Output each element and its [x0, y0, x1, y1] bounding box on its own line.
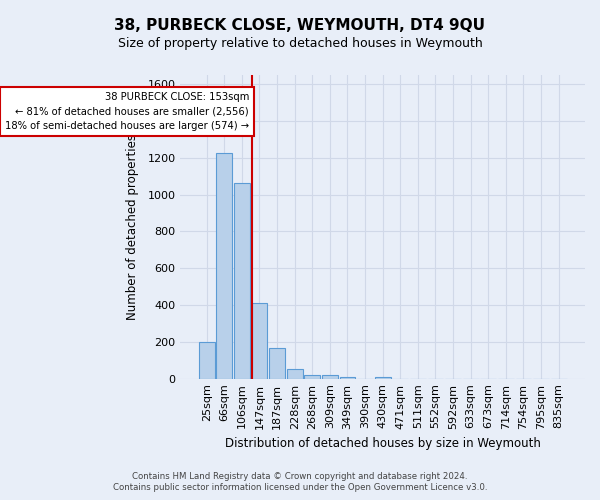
- Bar: [304, 374, 320, 378]
- Bar: [287, 370, 302, 378]
- Bar: [322, 376, 338, 378]
- Text: 38 PURBECK CLOSE: 153sqm
← 81% of detached houses are smaller (2,556)
18% of sem: 38 PURBECK CLOSE: 153sqm ← 81% of detach…: [5, 92, 249, 131]
- X-axis label: Distribution of detached houses by size in Weymouth: Distribution of detached houses by size …: [225, 437, 541, 450]
- Text: Contains public sector information licensed under the Open Government Licence v3: Contains public sector information licen…: [113, 483, 487, 492]
- Text: 38, PURBECK CLOSE, WEYMOUTH, DT4 9QU: 38, PURBECK CLOSE, WEYMOUTH, DT4 9QU: [115, 18, 485, 32]
- Y-axis label: Number of detached properties: Number of detached properties: [126, 134, 139, 320]
- Bar: [340, 377, 355, 378]
- Bar: [217, 153, 232, 378]
- Text: Size of property relative to detached houses in Weymouth: Size of property relative to detached ho…: [118, 38, 482, 51]
- Text: Contains HM Land Registry data © Crown copyright and database right 2024.: Contains HM Land Registry data © Crown c…: [132, 472, 468, 481]
- Bar: [375, 377, 391, 378]
- Bar: [251, 303, 268, 378]
- Bar: [269, 348, 285, 378]
- Bar: [199, 342, 215, 378]
- Bar: [234, 182, 250, 378]
